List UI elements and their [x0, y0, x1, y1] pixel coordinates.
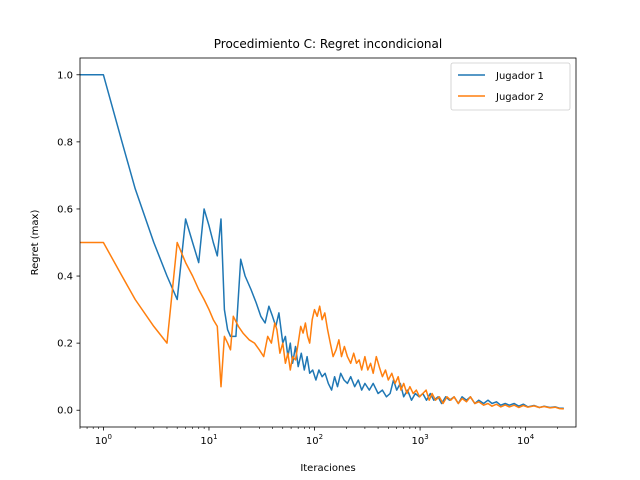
x-tick-base: 10 [200, 436, 213, 447]
series-layer [80, 74, 564, 410]
chart-title: Procedimiento C: Regret incondicional [214, 37, 442, 51]
y-tick-label: 0.6 [57, 204, 73, 215]
legend: Jugador 1 Jugador 2 [450, 62, 571, 111]
y-tick-label: 0.0 [57, 406, 73, 417]
x-axis-label: Iteraciones [300, 463, 355, 474]
x-tick-label: 102 [306, 433, 323, 447]
x-axis: 100 101 102 103 104 [79, 427, 558, 447]
x-tick-label: 103 [411, 433, 428, 447]
axes-frame [79, 57, 577, 428]
x-tick-exponent: 1 [213, 433, 217, 441]
x-tick-label: 100 [95, 433, 112, 447]
x-tick-base: 10 [411, 436, 424, 447]
series-line-2 [80, 241, 564, 410]
x-tick-exponent: 2 [319, 433, 323, 441]
x-tick-exponent: 4 [530, 433, 535, 441]
x-tick-base: 10 [306, 436, 319, 447]
y-tick-label: 1.0 [57, 70, 73, 81]
y-tick-label: 0.2 [57, 339, 73, 350]
y-tick-label: 0.8 [57, 137, 73, 148]
x-tick-label: 101 [200, 433, 217, 447]
legend-entry-label: Jugador 1 [495, 71, 544, 82]
x-tick-exponent: 0 [108, 433, 112, 441]
x-tick-base: 10 [95, 436, 108, 447]
y-axis-label: Regret (max) [30, 210, 41, 276]
x-tick-base: 10 [517, 436, 530, 447]
y-tick-label: 0.4 [57, 272, 73, 283]
y-axis: 0.0 0.2 0.4 0.6 0.8 1.0 [57, 70, 80, 417]
x-tick-exponent: 3 [424, 433, 428, 441]
legend-entry-label: Jugador 2 [495, 92, 544, 103]
x-tick-label: 104 [517, 433, 535, 447]
